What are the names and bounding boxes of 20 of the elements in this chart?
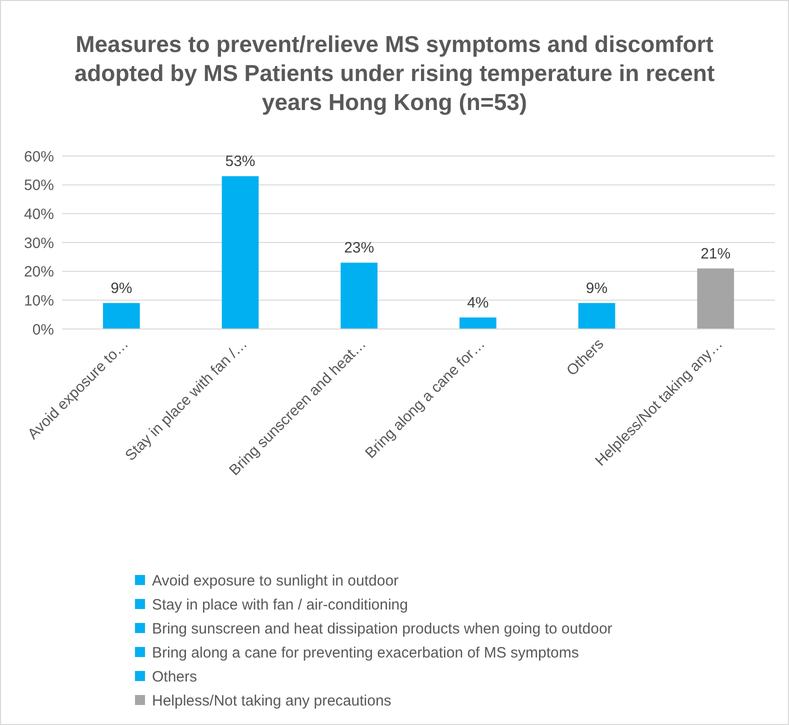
y-tick-label: 0% <box>32 321 54 338</box>
y-tick-label: 60% <box>24 148 54 166</box>
legend-label: Bring sunscreen and heat dissipation products when going to outdoor <box>152 620 612 638</box>
legend-label: Stay in place with fan / air-conditioning <box>152 596 408 614</box>
data-label: 9% <box>110 280 132 298</box>
legend-label: Helpless/Not taking any precautions <box>152 692 392 710</box>
y-tick-label: 40% <box>24 206 54 223</box>
y-tick-label: 10% <box>24 292 54 310</box>
data-label: 9% <box>586 280 608 298</box>
y-tick-label: 30% <box>24 234 54 252</box>
data-label: 4% <box>467 294 489 312</box>
legend-label: Others <box>152 668 198 686</box>
legend-label: Bring along a cane for preventing exacerbation of MS symptoms <box>152 644 579 662</box>
y-tick-label: 20% <box>24 264 54 281</box>
data-label: 21% <box>700 245 731 262</box>
data-label: 53% <box>225 153 256 170</box>
chart-title: Measures to prevent/relieve MS symptoms and discomfort adopted by MS Patients under rising temperature in recent years Hong Kong (n=53) <box>74 31 715 115</box>
legend-label: Avoid exposure to sunlight in outdoor <box>152 572 399 590</box>
data-label: 23% <box>344 240 374 257</box>
y-tick-label: 50% <box>24 177 54 194</box>
